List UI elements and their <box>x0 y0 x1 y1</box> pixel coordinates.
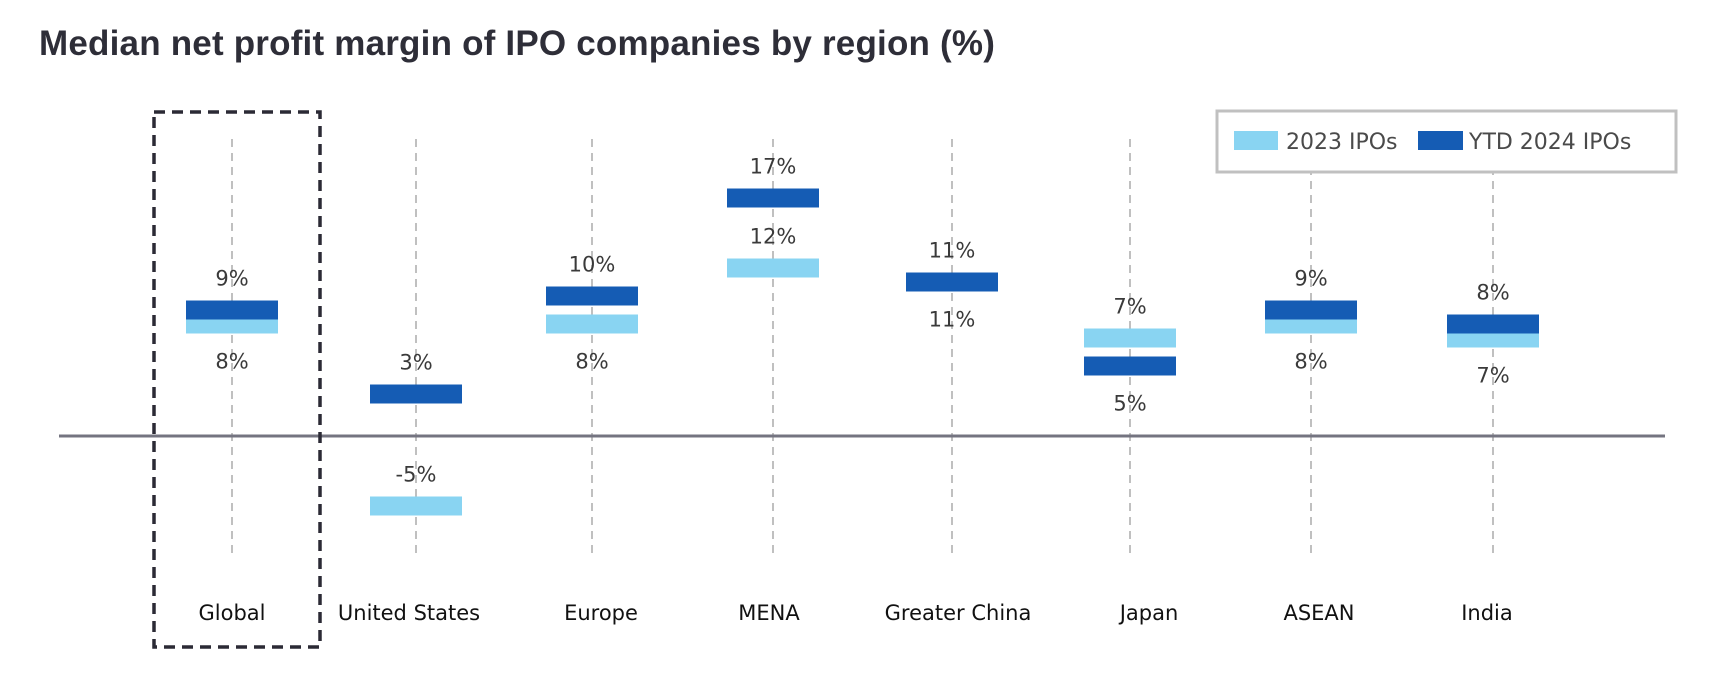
category-label-greater-china: Greater China <box>885 601 1032 625</box>
category-label-united-states: United States <box>338 601 480 625</box>
value-label-2023-ipos-global: 8% <box>215 350 248 374</box>
value-label-2023-ipos-india: 7% <box>1476 364 1509 388</box>
bar-ytd-2024-ipos-global <box>186 300 278 320</box>
bar-2023-ipos-mena <box>727 258 819 278</box>
legend-swatch-ytd-2024 <box>1418 131 1463 150</box>
value-label-ytd-2024-ipos-mena: 17% <box>750 155 797 179</box>
legend: 2023 IPOs YTD 2024 IPOs <box>1215 109 1678 174</box>
chart-title: Median net profit margin of IPO companie… <box>39 24 996 63</box>
value-label-ytd-2024-ipos-greater-china: 11% <box>929 239 976 263</box>
category-label-mena: MENA <box>738 601 800 625</box>
value-labels: 8% -5% 8% 12% 11% 7% 8% 7% 9% 3% 10% 17% 11% 5% 9% 8% <box>215 155 1509 487</box>
bar-ytd-2024-ipos-asean <box>1265 300 1357 320</box>
category-label-japan: Japan <box>1118 601 1179 625</box>
bar-ytd-2024-ipos-europe <box>546 286 638 306</box>
value-label-ytd-2024-ipos-asean: 9% <box>1294 267 1327 291</box>
bar-2023-ipos-japan <box>1084 328 1176 348</box>
highlight-box-global <box>152 110 322 649</box>
legend-swatch-2023 <box>1234 131 1278 150</box>
value-label-2023-ipos-united-states: -5% <box>396 463 437 487</box>
bar-ytd-2024-ipos-greater-china <box>906 272 998 292</box>
value-label-2023-ipos-greater-china: 11% <box>929 308 976 332</box>
bar-ytd-2024-ipos-mena <box>727 188 819 208</box>
value-label-ytd-2024-ipos-india: 8% <box>1476 281 1509 305</box>
bar-2023-ipos-europe <box>546 314 638 334</box>
category-labels: Global United States Europe MENA Greater Chi… <box>199 601 1513 625</box>
value-label-ytd-2024-ipos-global: 9% <box>215 267 248 291</box>
legend-label-ytd-2024: YTD 2024 IPOs <box>1468 130 1631 155</box>
gridlines <box>231 139 1494 553</box>
bar-2023-ipos-united-states <box>370 496 462 516</box>
value-label-ytd-2024-ipos-united-states: 3% <box>399 351 432 375</box>
value-label-ytd-2024-ipos-europe: 10% <box>569 253 616 277</box>
category-label-india: India <box>1461 601 1513 625</box>
value-label-2023-ipos-asean: 8% <box>1294 350 1327 374</box>
bar-ytd-2024-ipos-united-states <box>370 384 462 404</box>
bars <box>186 188 1539 516</box>
category-label-global: Global <box>199 601 266 625</box>
category-label-asean: ASEAN <box>1283 601 1354 625</box>
value-label-2023-ipos-japan: 7% <box>1113 295 1146 319</box>
bar-ytd-2024-ipos-japan <box>1084 356 1176 376</box>
value-label-ytd-2024-ipos-japan: 5% <box>1113 392 1146 416</box>
bar-ytd-2024-ipos-india <box>1447 314 1539 334</box>
legend-label-2023: 2023 IPOs <box>1286 130 1398 155</box>
category-label-europe: Europe <box>564 601 638 625</box>
value-label-2023-ipos-mena: 12% <box>750 225 797 249</box>
value-label-2023-ipos-europe: 8% <box>575 350 608 374</box>
